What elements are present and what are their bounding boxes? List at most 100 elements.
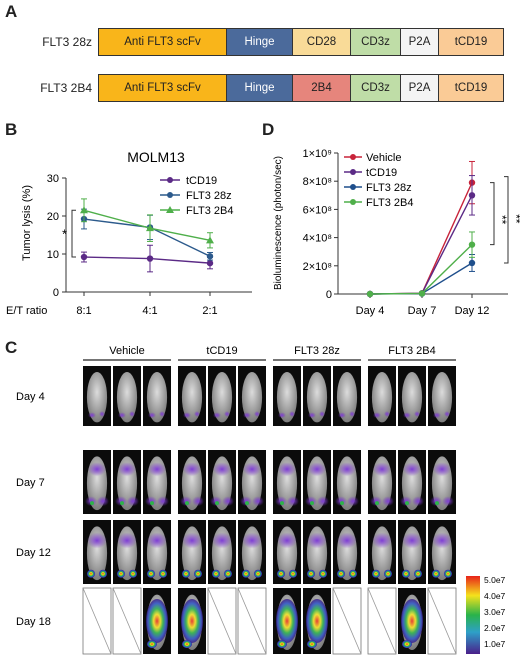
day-label: Day 4 <box>16 391 45 403</box>
colorbar <box>466 576 480 654</box>
data-point <box>206 253 214 260</box>
significance-bracket <box>504 176 509 264</box>
signal <box>157 496 169 507</box>
empty-slot-cross <box>237 587 267 655</box>
signal-hot <box>402 640 412 649</box>
data-point <box>366 290 374 298</box>
signal <box>289 411 295 417</box>
series-line <box>83 218 211 257</box>
mouse-body <box>86 372 108 423</box>
signal-hot <box>384 569 392 578</box>
mouse-body <box>401 372 423 423</box>
x-tick-label: 2:1 <box>202 305 217 317</box>
x-tick-label: 4:1 <box>142 305 157 317</box>
signal <box>117 532 137 549</box>
signal-hot <box>147 569 155 578</box>
legend-label: tCD19 <box>186 175 217 187</box>
group-header: Vehicle <box>109 346 144 357</box>
construct-segment: CD3z <box>350 28 401 56</box>
construct-segment: Anti FLT3 scFv <box>98 74 227 102</box>
signal-hot <box>254 569 262 578</box>
legend-marker <box>166 206 174 213</box>
signal <box>213 462 231 477</box>
signal-hot <box>414 569 422 578</box>
day-label: Day 18 <box>16 616 51 628</box>
signal-hot <box>276 599 298 643</box>
signal-hot <box>182 569 190 578</box>
mouse-body <box>276 372 298 423</box>
signal <box>305 496 317 507</box>
legend-marker <box>350 199 356 205</box>
signal-hot <box>310 501 314 506</box>
signal-hot <box>307 640 317 649</box>
signal <box>403 412 411 419</box>
signal <box>180 496 192 507</box>
legend-marker <box>167 177 173 183</box>
signal <box>118 412 126 419</box>
signal-hot <box>319 569 327 578</box>
signal-hot <box>194 569 202 578</box>
signal <box>129 411 135 417</box>
construct-segment: P2A <box>400 74 439 102</box>
signal <box>115 496 127 507</box>
signal-hot <box>215 501 219 506</box>
signal <box>194 411 200 417</box>
signal <box>372 532 392 549</box>
signal-hot <box>147 640 157 649</box>
legend-marker <box>350 154 356 160</box>
mouse-body <box>371 372 393 423</box>
y-tick-label: 2×10⁸ <box>303 261 332 273</box>
construct-segment: 2B4 <box>292 74 351 102</box>
signal <box>183 462 201 477</box>
significance-marker: ** <box>495 215 509 225</box>
chart-b: MOLM13 Tumor lysis (%) E/T ratio 0 10 20 30… <box>6 149 252 317</box>
signal-hot <box>181 599 203 643</box>
signal <box>338 462 356 477</box>
legend-marker <box>350 169 356 175</box>
significance-marker: * <box>62 227 67 242</box>
signal <box>242 532 262 549</box>
legend-label: tCD19 <box>366 167 397 179</box>
y-tick-label: 30 <box>47 173 59 185</box>
signal <box>99 411 105 417</box>
signal <box>118 462 136 477</box>
signal-hot <box>99 569 107 578</box>
signal-hot <box>120 501 124 506</box>
construct-segment: CD28 <box>292 28 351 56</box>
legend-marker <box>350 184 356 190</box>
day-label: Day 7 <box>16 477 45 489</box>
signal <box>88 462 106 477</box>
signal <box>87 532 107 549</box>
signal <box>159 411 165 417</box>
y-tick-label: 6×10⁸ <box>303 204 332 216</box>
x-tick-label: 8:1 <box>76 305 91 317</box>
signal <box>85 496 97 507</box>
chart-b-xlabel: E/T ratio <box>6 305 47 317</box>
signal <box>414 411 420 417</box>
signal-hot <box>182 640 192 649</box>
signal <box>382 496 394 507</box>
data-point <box>468 192 476 199</box>
signal <box>433 412 441 419</box>
mouse-body <box>211 372 233 423</box>
empty-slot-cross <box>427 587 457 655</box>
legend-marker <box>167 192 173 198</box>
signal <box>127 496 139 507</box>
panel-letter-d: D <box>262 120 275 139</box>
signal <box>347 496 359 507</box>
signal-hot <box>337 569 345 578</box>
y-tick-label: 0 <box>326 289 332 301</box>
series-line <box>369 194 473 295</box>
signal-hot <box>372 569 380 578</box>
colorbar-label: 4.0e7 <box>484 591 506 601</box>
signal-hot <box>401 599 423 643</box>
mouse-body <box>306 372 328 423</box>
signal-hot <box>307 569 315 578</box>
signal <box>373 462 391 477</box>
empty-slot-cross <box>82 587 112 655</box>
signal <box>307 532 327 549</box>
signal <box>402 532 422 549</box>
group-header: FLT3 2B4 <box>388 346 436 357</box>
signal <box>335 496 347 507</box>
